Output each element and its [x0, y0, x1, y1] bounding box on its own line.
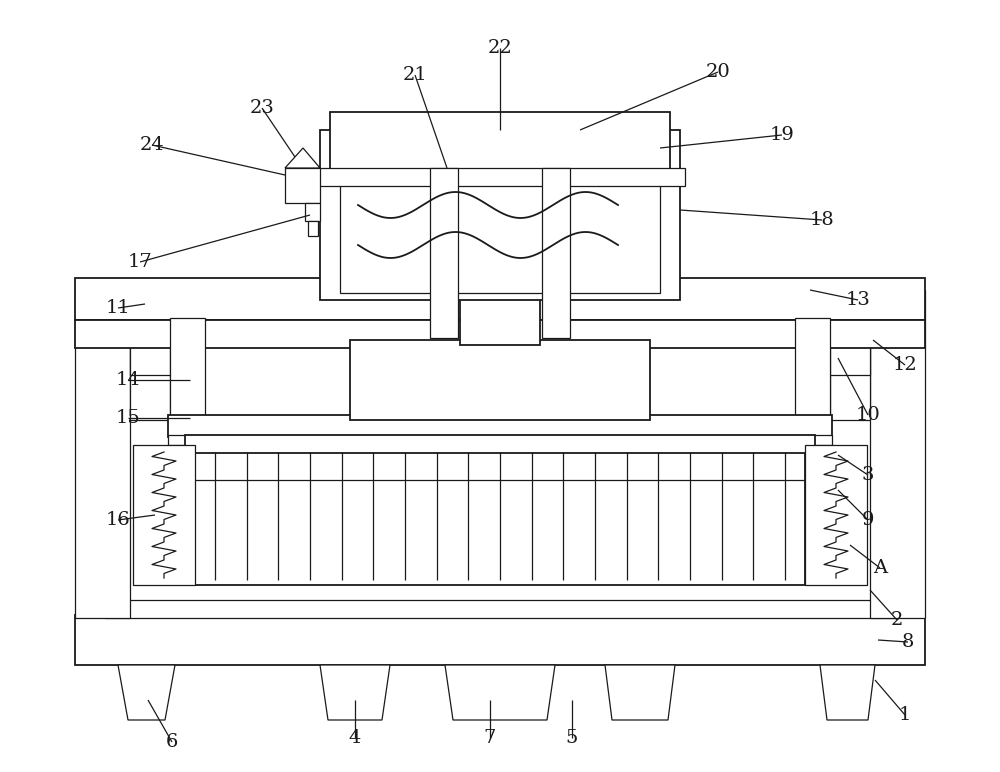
- Text: 21: 21: [403, 66, 427, 84]
- Bar: [185, 435, 815, 453]
- Bar: [542, 168, 570, 338]
- Bar: [340, 148, 660, 293]
- Bar: [830, 340, 870, 375]
- Text: 11: 11: [106, 299, 130, 317]
- Text: 22: 22: [488, 39, 512, 57]
- Text: 16: 16: [106, 511, 130, 529]
- Polygon shape: [445, 665, 555, 720]
- Bar: [305, 203, 320, 221]
- Bar: [195, 445, 805, 585]
- Polygon shape: [605, 665, 675, 720]
- Bar: [105, 600, 895, 618]
- Text: 3: 3: [862, 466, 874, 484]
- Bar: [168, 435, 832, 445]
- Bar: [130, 340, 170, 375]
- Bar: [170, 318, 205, 528]
- Bar: [805, 445, 867, 585]
- Bar: [75, 320, 925, 348]
- Text: 13: 13: [846, 291, 870, 309]
- Polygon shape: [820, 665, 875, 720]
- Text: A: A: [873, 559, 887, 577]
- Text: 2: 2: [891, 611, 903, 629]
- Text: 9: 9: [862, 511, 874, 529]
- Bar: [285, 168, 320, 203]
- Polygon shape: [118, 665, 175, 720]
- Bar: [75, 290, 130, 618]
- Polygon shape: [320, 665, 390, 720]
- Text: 4: 4: [349, 729, 361, 747]
- Bar: [870, 290, 925, 618]
- Text: 15: 15: [116, 409, 140, 427]
- Text: 7: 7: [484, 729, 496, 747]
- Text: 10: 10: [856, 406, 880, 424]
- Bar: [430, 168, 458, 338]
- Text: 1: 1: [899, 706, 911, 724]
- Bar: [308, 221, 318, 236]
- Bar: [830, 290, 870, 420]
- Bar: [75, 278, 925, 320]
- Text: 6: 6: [166, 733, 178, 751]
- Text: 24: 24: [140, 136, 164, 154]
- Bar: [168, 415, 832, 437]
- Text: 18: 18: [810, 211, 834, 229]
- Bar: [75, 615, 925, 665]
- Bar: [320, 130, 680, 300]
- Text: 5: 5: [566, 729, 578, 747]
- Text: 20: 20: [706, 63, 730, 81]
- Bar: [133, 445, 195, 585]
- Polygon shape: [285, 148, 320, 168]
- Bar: [350, 340, 650, 420]
- Text: 8: 8: [902, 633, 914, 651]
- Bar: [795, 318, 830, 528]
- Bar: [330, 112, 670, 174]
- Text: 19: 19: [770, 126, 794, 144]
- Bar: [460, 240, 540, 345]
- Text: 17: 17: [128, 253, 152, 271]
- Text: 12: 12: [893, 356, 917, 374]
- Text: 14: 14: [116, 371, 140, 389]
- Bar: [315, 168, 685, 186]
- Bar: [130, 290, 170, 420]
- Text: 23: 23: [250, 99, 274, 117]
